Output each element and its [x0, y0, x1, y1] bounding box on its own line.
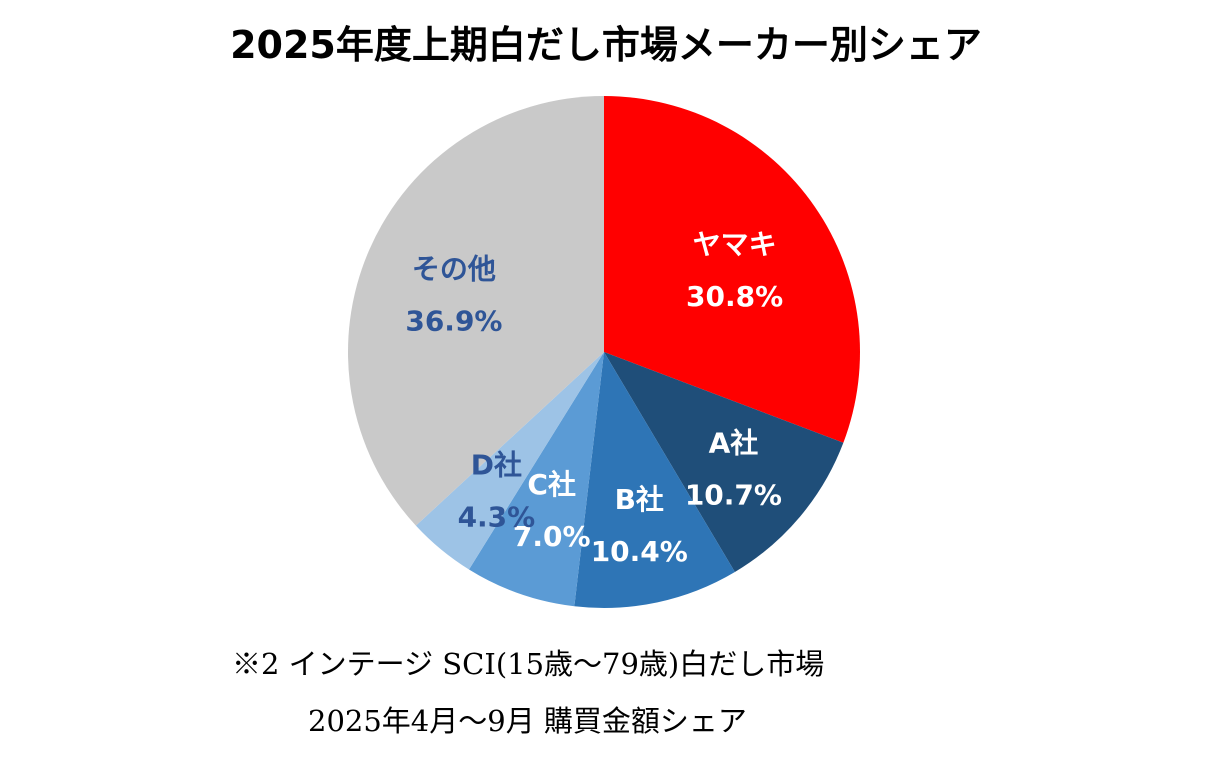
slice-label-name: B社 [615, 483, 664, 516]
slice-label-name: その他 [412, 252, 496, 285]
slice-label-name: D社 [471, 448, 522, 481]
pie-slice-1 [604, 96, 860, 443]
slice-label-name: ヤマキ [693, 228, 777, 261]
pie-slice-5 [415, 352, 604, 570]
slice-label-value: 4.3% [458, 500, 536, 533]
source-note-line1: ※2 インテージ SCI(15歳～79歳)白だし市場 [232, 647, 825, 681]
slice-label-value: 7.0% [513, 520, 591, 553]
slice-label-name: C社 [527, 468, 576, 501]
source-note-line2: 2025年4月～9月 購買金額シェア [308, 704, 747, 738]
pie-labels: ヤマキ 30.8% A社 10.7% B社 10.4% C社 7.0% D社 4.3% その他 36.… [405, 228, 783, 568]
pie-slice-6 [348, 96, 604, 526]
pie-slice-2 [604, 352, 844, 573]
pie-slice-4 [468, 352, 604, 607]
chart-title: 2025年度上期白だし市場メーカー別シェア [230, 23, 982, 67]
slice-label-value: 30.8% [686, 280, 783, 313]
pie-slice-3 [574, 352, 735, 608]
slice-label-value: 10.7% [685, 479, 782, 512]
pie-slices [348, 96, 860, 608]
slice-label-value: 10.4% [591, 535, 688, 568]
slice-label-name: A社 [709, 427, 759, 460]
slice-label-value: 36.9% [405, 304, 502, 337]
